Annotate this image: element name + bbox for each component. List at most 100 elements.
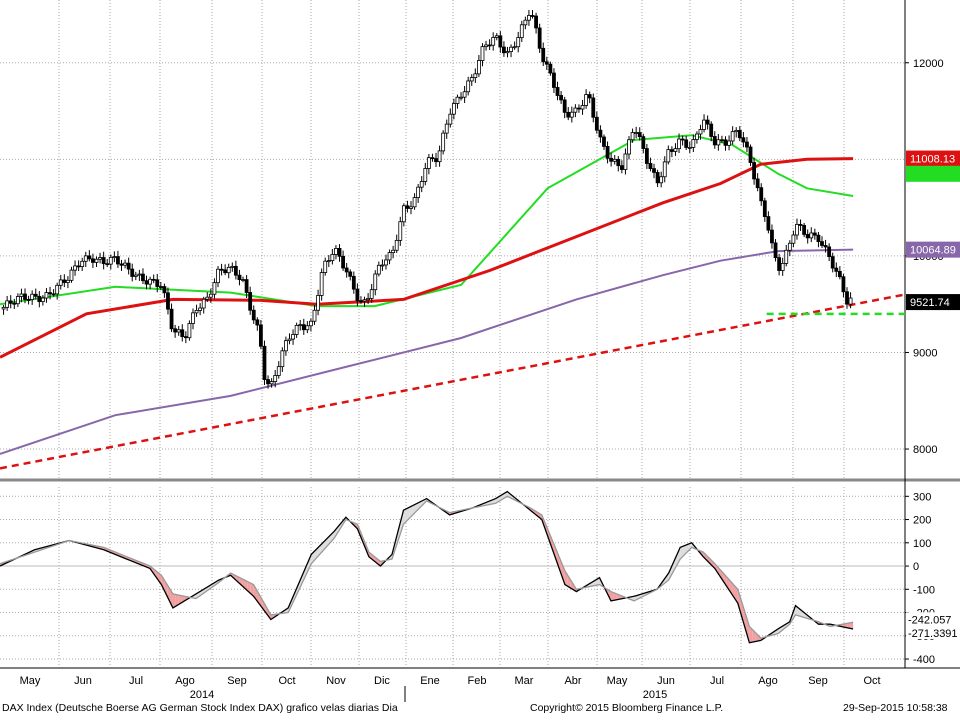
- candle-body: [216, 268, 220, 284]
- candle-body: [698, 129, 703, 135]
- candle-body: [830, 256, 835, 269]
- candle-body: [684, 139, 689, 148]
- candle-body: [416, 186, 421, 198]
- candle-body: [766, 216, 771, 231]
- candle-body: [23, 293, 27, 300]
- candle-body: [437, 150, 442, 163]
- candle-body: [691, 139, 696, 148]
- candle-body: [191, 312, 195, 324]
- osc-fill: [567, 575, 571, 589]
- candle-body: [183, 336, 188, 339]
- osc-fill: [737, 589, 741, 614]
- candle-body: [598, 129, 603, 138]
- x-tick-label: Jun: [74, 675, 92, 687]
- candle-body: [745, 141, 749, 148]
- candle-body: [255, 319, 260, 326]
- candle-body: [101, 257, 106, 265]
- candle-body: [762, 200, 767, 217]
- osc-fill: [178, 595, 182, 605]
- candle-body: [380, 264, 385, 267]
- candle-body: [705, 119, 710, 125]
- candle-body: [723, 139, 728, 146]
- candle-body: [284, 340, 288, 352]
- osc-fill: [409, 505, 413, 519]
- candle-body: [66, 279, 70, 283]
- candle-body: [594, 116, 599, 131]
- candle-body: [312, 309, 317, 322]
- candle-body: [673, 148, 678, 152]
- candle-body: [398, 221, 403, 241]
- last-value-box-1: [906, 165, 960, 182]
- osc-y-tick-label: 100: [913, 538, 931, 550]
- candle-body: [430, 157, 435, 160]
- candle-body: [409, 206, 413, 209]
- candle-body: [605, 146, 610, 159]
- moving-average-0: [0, 134, 854, 308]
- candle-body: [755, 178, 760, 189]
- x-tick-label: May: [20, 675, 41, 687]
- candle-body: [791, 234, 796, 244]
- candle-body: [805, 234, 810, 239]
- candle-body: [541, 47, 546, 63]
- candle-body: [226, 266, 231, 274]
- osc-fill: [247, 581, 251, 594]
- last-value-box-2: [906, 241, 960, 258]
- candle-body: [552, 72, 556, 88]
- candle-body: [798, 223, 803, 226]
- candle-body: [80, 260, 85, 268]
- candle-body: [466, 80, 471, 93]
- osc-fill: [299, 574, 303, 589]
- candle-body: [208, 293, 213, 298]
- candle-body: [544, 61, 549, 65]
- x-year-label: 2014: [190, 689, 214, 701]
- moving-average-1: [0, 157, 854, 359]
- candle-body: [62, 279, 67, 283]
- candle-body: [73, 265, 77, 271]
- chart-footer-timestamp: 29-Sep-2015 10:58:38: [843, 702, 948, 714]
- candle-body: [677, 138, 681, 150]
- candle-body: [8, 300, 13, 304]
- candle-body: [326, 260, 331, 263]
- candle-body: [319, 272, 324, 296]
- osc-fill: [417, 501, 421, 510]
- candle-body: [51, 293, 56, 296]
- candle-body: [834, 267, 839, 272]
- x-tick-label: Abr: [564, 675, 581, 687]
- candle-body: [187, 323, 192, 339]
- candle-body: [419, 181, 424, 188]
- candle-body: [108, 256, 113, 265]
- osc-fill: [305, 561, 309, 576]
- osc-y-tick-label: -100: [913, 584, 935, 596]
- osc-fill: [553, 542, 557, 561]
- x-tick-label: Sep: [808, 675, 828, 687]
- candle-body: [441, 132, 446, 152]
- candle-body: [180, 329, 185, 338]
- candle-body: [258, 324, 263, 347]
- osc-fill: [613, 592, 617, 601]
- candle-body: [344, 267, 349, 273]
- candle-body: [759, 187, 764, 202]
- candle-body: [219, 268, 224, 271]
- osc-fill: [706, 554, 710, 563]
- x-tick-label: Ago: [175, 675, 195, 687]
- candle-body: [201, 298, 206, 309]
- candle-body: [83, 255, 88, 262]
- candle-body: [194, 310, 199, 314]
- candle-body: [116, 256, 120, 265]
- candle-body: [262, 345, 267, 380]
- candle-body: [720, 139, 724, 142]
- candle-body: [655, 172, 660, 184]
- candle-body: [555, 87, 560, 96]
- osc-fill: [265, 604, 269, 616]
- candle-body: [770, 229, 774, 244]
- y-tick-label: 8000: [913, 444, 937, 456]
- candle-body: [48, 292, 52, 295]
- candle-body: [634, 132, 639, 134]
- candle-body: [155, 279, 160, 287]
- osc-fill: [570, 579, 574, 590]
- osc-y-tick-label: 300: [913, 491, 931, 503]
- osc-fill: [403, 508, 407, 525]
- candle-body: [609, 157, 614, 162]
- candle-body: [569, 111, 574, 118]
